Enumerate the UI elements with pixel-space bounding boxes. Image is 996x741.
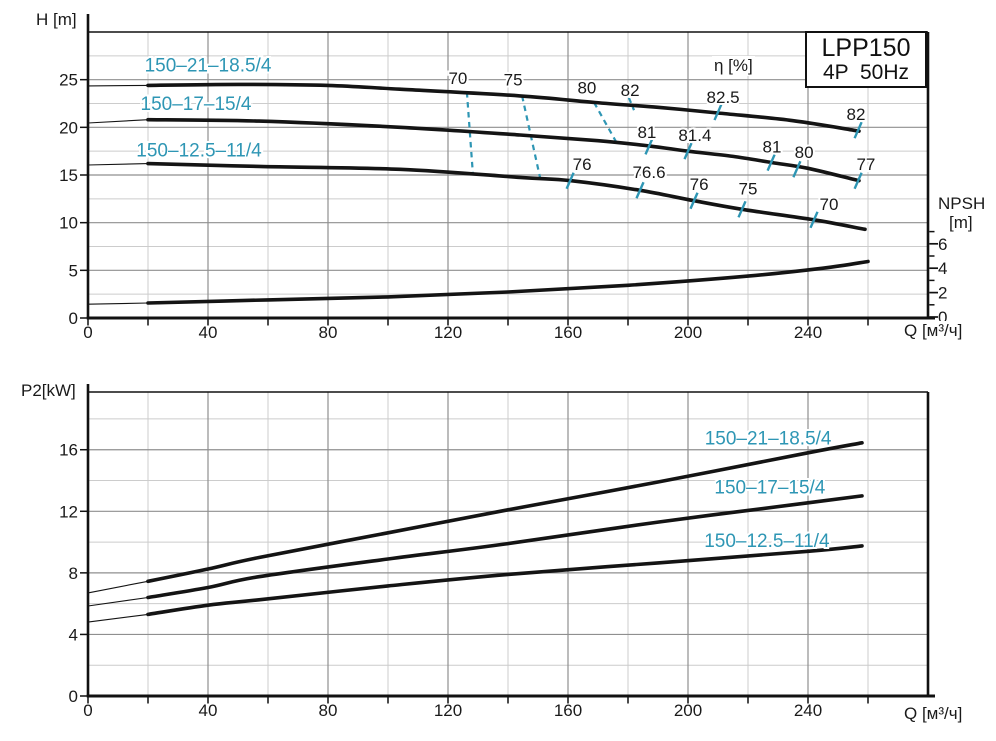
efficiency-label: 75 <box>739 179 758 198</box>
title-box: LPP150 4P 50Hz <box>805 31 927 88</box>
efficiency-label: 81.4 <box>678 126 711 145</box>
x-tick-label: 0 <box>83 701 92 720</box>
efficiency-label: 77 <box>856 155 875 174</box>
efficiency-label: 81 <box>637 123 656 142</box>
efficiency-isoline <box>627 97 636 111</box>
curve-NPSH <box>146 259 870 305</box>
y-tick-label: 4 <box>69 625 78 644</box>
efficiency-label: 80 <box>577 78 596 97</box>
curve-150–17–15/4 <box>146 117 861 183</box>
curve-lead-in <box>87 302 149 305</box>
efficiency-tick <box>766 154 776 172</box>
efficiency-tick <box>792 160 802 178</box>
efficiency-label: 70 <box>820 195 839 214</box>
y-tick-label: 0 <box>69 309 78 328</box>
efficiency-tick <box>713 103 723 121</box>
series-label: 150–17–15/4 <box>714 478 825 499</box>
npsh-tick-label: 6 <box>938 235 947 254</box>
x-tick-label: 240 <box>794 701 822 720</box>
y-tick-label: 5 <box>69 261 78 280</box>
npsh-tick-label: 4 <box>938 259 947 278</box>
y-tick-label: 20 <box>59 118 78 137</box>
efficiency-label: 82 <box>621 81 640 100</box>
efficiency-label: 70 <box>448 69 467 88</box>
x-tick-label: 0 <box>83 323 92 342</box>
top-chart-x-axis-label: Q [м³/ч] <box>902 321 965 341</box>
npsh-tick-label: 0 <box>938 308 947 327</box>
curve-lead-in <box>87 163 149 166</box>
curve-150–12.5–11/4 <box>146 544 864 617</box>
efficiency-tick <box>644 137 654 155</box>
y-tick-label: 0 <box>69 687 78 706</box>
efficiency-tick <box>809 211 819 229</box>
pump-model-title: LPP150 <box>821 34 911 62</box>
y-tick-label: 25 <box>59 71 78 90</box>
curve-lead-in <box>87 119 149 124</box>
curve-lead-in <box>87 613 149 623</box>
series-label: 150–12.5–11/4 <box>136 140 262 161</box>
curve-lead-in <box>87 84 149 87</box>
efficiency-label: 80 <box>795 143 814 162</box>
bottom-chart-y-axis-label: P2[kW] <box>19 381 78 401</box>
x-tick-label: 160 <box>554 701 582 720</box>
curve-150–21–18.5/4 <box>146 82 861 133</box>
x-tick-label: 40 <box>199 701 218 720</box>
y-tick-label: 8 <box>69 564 78 583</box>
efficiency-label: 81 <box>763 137 782 156</box>
efficiency-label: 76.6 <box>632 163 665 182</box>
npsh-axis-label: NPSH <box>936 194 988 214</box>
x-tick-label: 160 <box>554 323 582 342</box>
y-tick-label: 10 <box>59 214 78 233</box>
series-label: 150–21–18.5/4 <box>705 428 832 449</box>
y-tick-label: 16 <box>59 441 78 460</box>
efficiency-label: 82.5 <box>707 88 740 107</box>
efficiency-tick <box>853 172 863 190</box>
efficiency-label: 82 <box>847 105 866 124</box>
efficiency-tick <box>689 192 699 210</box>
x-tick-label: 240 <box>794 323 822 342</box>
x-tick-label: 80 <box>319 323 338 342</box>
efficiency-isoline <box>593 102 617 143</box>
x-tick-label: 120 <box>434 323 462 342</box>
x-tick-label: 80 <box>319 701 338 720</box>
x-tick-label: 200 <box>674 701 702 720</box>
x-tick-label: 120 <box>434 701 462 720</box>
bottom-chart-x-axis-label: Q [м³/ч] <box>902 704 965 724</box>
top-chart-y-axis-label: H [m] <box>34 10 79 30</box>
y-tick-label: 15 <box>59 166 78 185</box>
npsh-axis-unit-label: [m] <box>947 213 975 233</box>
pump-spec-title: 4P 50Hz <box>823 61 909 84</box>
y-tick-label: 12 <box>59 502 78 521</box>
efficiency-tick <box>737 200 747 218</box>
curve-lead-in <box>87 580 149 594</box>
x-tick-label: 40 <box>199 323 218 342</box>
series-label: 150–12.5–11/4 <box>704 531 830 552</box>
efficiency-tick <box>683 142 693 160</box>
npsh-tick-label: 2 <box>938 284 947 303</box>
efficiency-label: 75 <box>504 71 523 90</box>
efficiency-label: 76 <box>573 155 592 174</box>
series-label: 150–17–15/4 <box>141 94 252 115</box>
series-label: 150–21–18.5/4 <box>145 55 272 76</box>
efficiency-tick <box>565 172 575 190</box>
x-tick-label: 200 <box>674 323 702 342</box>
efficiency-tick <box>635 181 645 199</box>
efficiency-tick <box>853 121 863 139</box>
curve-lead-in <box>87 596 149 607</box>
efficiency-label: 76 <box>690 175 709 194</box>
curve-150–21–18.5/4 <box>146 441 864 584</box>
curve-150–17–15/4 <box>146 494 864 600</box>
efficiency-unit-label: η [%] <box>712 56 755 76</box>
